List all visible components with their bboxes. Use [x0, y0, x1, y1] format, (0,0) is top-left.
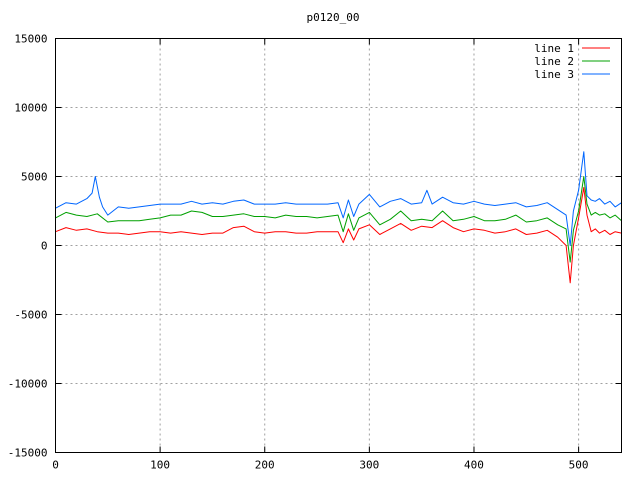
legend-label: line 3 — [534, 68, 574, 81]
y-tick-label: 10000 — [14, 102, 47, 115]
x-tick-label: 300 — [359, 459, 379, 472]
x-tick-label: 100 — [150, 459, 170, 472]
y-tick-label: -15000 — [8, 447, 48, 460]
legend-label: line 1 — [534, 42, 574, 55]
y-tick-label: 0 — [41, 240, 48, 253]
grid — [55, 38, 622, 453]
y-tick-label: -5000 — [14, 309, 47, 322]
x-tick-label: 500 — [569, 459, 589, 472]
series-line-1 — [55, 187, 622, 284]
x-axis: 0 100 200 300 400 500 — [52, 38, 589, 472]
y-axis: -15000 -10000 -5000 0 5000 10000 15000 — [8, 33, 622, 460]
x-tick-label: 200 — [255, 459, 275, 472]
chart-title: p0120_00 — [307, 11, 360, 24]
x-tick-label: 0 — [52, 459, 59, 472]
plot-frame — [55, 38, 622, 453]
y-tick-label: 5000 — [21, 171, 48, 184]
legend-label: line 2 — [534, 55, 574, 68]
y-tick-label: -10000 — [8, 378, 48, 391]
series-line-3 — [55, 151, 622, 246]
plot-area — [55, 151, 622, 284]
y-tick-label: 15000 — [14, 33, 47, 46]
x-tick-label: 400 — [464, 459, 484, 472]
series-line-2 — [55, 176, 622, 263]
